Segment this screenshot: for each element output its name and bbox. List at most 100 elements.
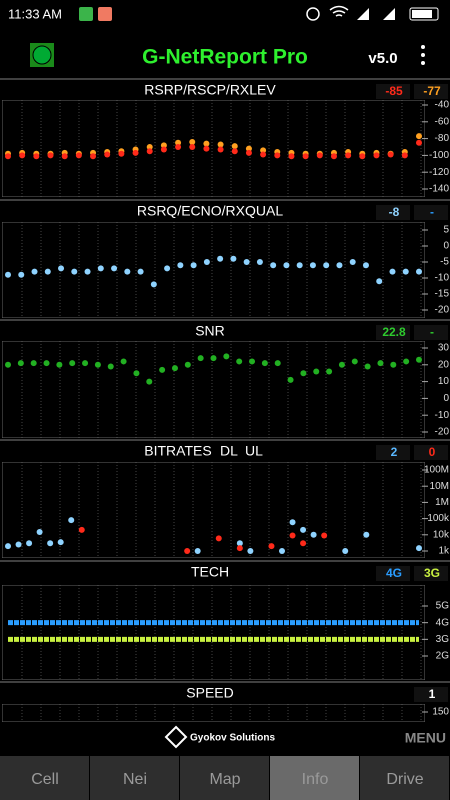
data-point <box>150 281 157 288</box>
current-value: 2 <box>391 445 398 459</box>
globe <box>32 45 52 65</box>
y-tick-label: -10 <box>435 410 450 421</box>
data-point <box>364 363 371 370</box>
current-bg <box>376 566 410 581</box>
data-point <box>401 152 408 159</box>
data-point <box>338 361 345 368</box>
data-point <box>15 541 22 548</box>
data-point <box>231 148 238 155</box>
current-bg <box>376 84 410 99</box>
data-point <box>31 268 38 275</box>
panel-title: SNR <box>195 323 225 339</box>
tab[interactable] <box>180 756 269 800</box>
plot-area <box>2 462 425 558</box>
data-point <box>189 144 196 150</box>
data-point <box>289 519 296 526</box>
plot-area <box>2 222 425 318</box>
data-point <box>33 153 40 160</box>
data-point <box>236 358 243 365</box>
tab-label: Cell <box>31 771 59 788</box>
y-tick-label: 1M <box>435 497 449 508</box>
data-point <box>330 153 337 160</box>
tab-bar: Cell Nei Map Info Drive <box>0 756 449 800</box>
data-point <box>18 271 25 278</box>
current-bg <box>414 445 448 460</box>
y-tick-label: 10k <box>433 529 450 540</box>
current-bg <box>414 325 448 340</box>
tab[interactable] <box>90 756 179 800</box>
data-point <box>175 139 182 146</box>
data-point <box>69 360 76 367</box>
data-point <box>288 153 295 160</box>
data-point <box>349 259 356 265</box>
data-point <box>300 540 307 547</box>
panel-title: TECH <box>191 564 229 580</box>
data-point <box>274 152 281 159</box>
title-bar <box>0 683 450 703</box>
status-time: 11:33 AM <box>8 6 62 21</box>
data-point <box>146 378 153 385</box>
data-point <box>245 149 252 156</box>
app-title: G-NetReport Pro <box>142 46 308 69</box>
data-point <box>256 259 263 265</box>
data-point <box>321 532 328 539</box>
data-point <box>416 545 422 552</box>
data-point <box>416 139 422 146</box>
y-tick-label: 100k <box>427 513 450 524</box>
data-point <box>215 535 222 542</box>
menu-dot <box>421 53 425 57</box>
data-point <box>43 360 50 367</box>
y-tick-label: -140 <box>429 184 449 195</box>
data-point <box>160 146 167 153</box>
data-point <box>323 262 330 269</box>
data-point <box>5 543 11 550</box>
data-point <box>260 147 267 154</box>
y-tick-label: 0 <box>443 393 449 404</box>
data-point <box>71 268 78 275</box>
data-point <box>377 360 384 367</box>
data-point <box>416 268 422 275</box>
data-point <box>189 138 196 145</box>
y-tick-label: 5G <box>436 601 450 612</box>
legend-entry: UL <box>245 443 263 459</box>
current-value: 0 <box>429 445 436 459</box>
data-point <box>296 262 303 269</box>
data-point <box>342 548 349 554</box>
data-point <box>316 152 323 159</box>
current-value: -85 <box>385 84 403 98</box>
data-point <box>247 548 254 554</box>
data-point <box>302 153 309 160</box>
y-tick-label: 1k <box>438 546 450 557</box>
data-point <box>104 151 111 158</box>
tab[interactable] <box>270 756 359 800</box>
data-point <box>47 152 54 159</box>
tab-label: Info <box>302 771 329 788</box>
data-point <box>326 368 333 375</box>
y-tick-label: -40 <box>435 100 450 111</box>
current-bg <box>414 84 448 99</box>
data-point <box>177 262 184 269</box>
current-bg <box>376 205 410 220</box>
menu-label[interactable]: MENU <box>405 730 446 746</box>
tab[interactable] <box>0 756 89 800</box>
data-point <box>26 540 33 547</box>
data-point <box>260 151 267 158</box>
data-point <box>223 353 230 360</box>
y-tick-label: -120 <box>429 167 449 178</box>
title-bar <box>0 321 450 340</box>
data-point <box>19 152 26 159</box>
current-value: 4G <box>386 566 402 580</box>
tab[interactable] <box>360 756 449 800</box>
menu-button[interactable] <box>421 45 425 65</box>
data-point <box>175 144 182 150</box>
title-bar <box>0 201 450 221</box>
menu-dot <box>421 45 425 49</box>
data-point <box>146 144 153 150</box>
data-point <box>261 360 268 367</box>
data-point <box>389 268 396 275</box>
data-point <box>289 532 296 539</box>
data-point <box>78 526 85 533</box>
battery-level <box>412 10 432 18</box>
version: v5.0 <box>368 50 397 67</box>
data-point <box>230 255 237 262</box>
